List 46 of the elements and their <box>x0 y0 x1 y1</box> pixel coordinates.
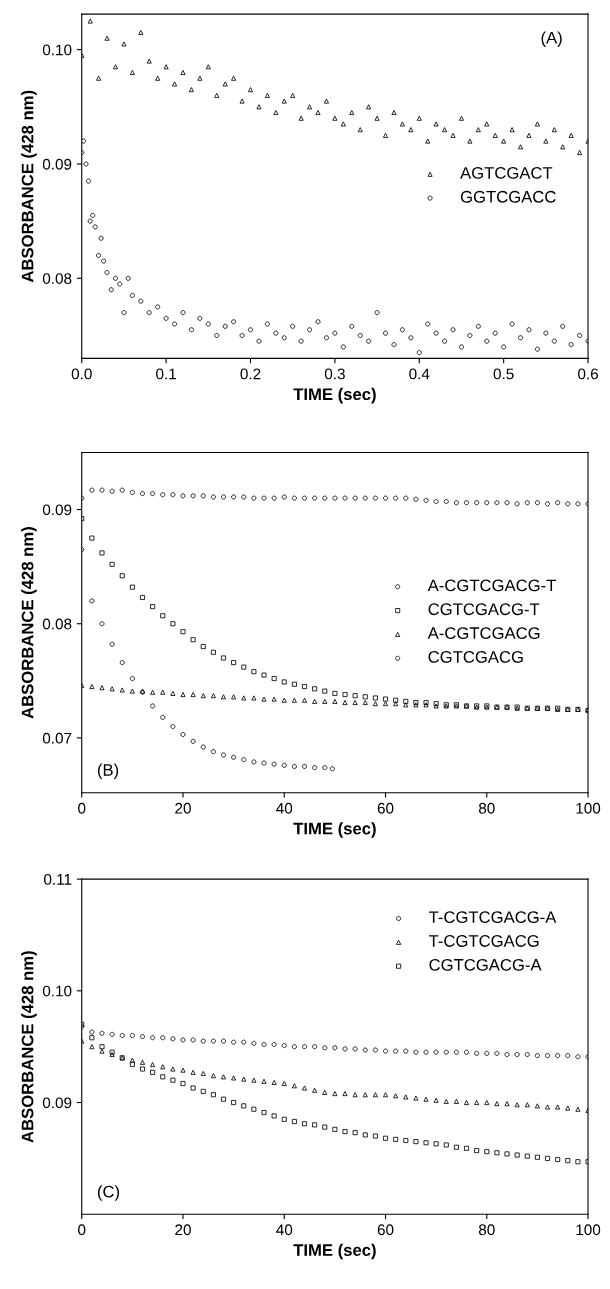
legend-label: T-CGTCGACG <box>428 935 539 947</box>
legend-label: GGTCGACC <box>460 190 556 203</box>
y-axis-title: ABSORBANCE (428 nm) <box>21 90 37 283</box>
annotation: (A) <box>541 31 562 47</box>
x-tick-label: 0.6 <box>578 368 598 380</box>
y-tick-label: 0.09 <box>42 504 72 516</box>
y-tick-label: 0.09 <box>42 1097 72 1109</box>
legend-label: A-CGTCGACG <box>427 627 540 639</box>
x-tick-label: 60 <box>377 1224 394 1236</box>
y-tick-label: 0.09 <box>42 158 72 170</box>
y-tick-label: 0.10 <box>42 985 72 997</box>
x-tick-label: 0.0 <box>71 368 92 380</box>
x-axis-title: TIME (sec) <box>293 822 376 838</box>
x-tick-label: 0.5 <box>493 368 514 380</box>
y-axis-title: ABSORBANCE (428 nm) <box>21 951 37 1143</box>
x-tick-label: 80 <box>478 802 495 814</box>
x-tick-label: 100 <box>576 1224 601 1236</box>
y-tick-label: 0.10 <box>42 44 72 56</box>
x-tick-label: 0.3 <box>324 368 345 380</box>
legend-label: CGTCGACG-A <box>429 958 542 971</box>
x-axis-title: TIME (sec) <box>293 1243 376 1260</box>
x-tick-label: 0.2 <box>240 368 261 380</box>
x-tick-label: 0 <box>78 802 86 814</box>
legend-label: CGTCGACG-T <box>428 603 540 616</box>
x-tick-label: 40 <box>276 802 293 814</box>
x-tick-label: 20 <box>175 1224 191 1236</box>
x-tick-label: 0 <box>78 1224 86 1236</box>
y-tick-label: 0.08 <box>42 273 72 284</box>
legend-label: A-CGTCGACG-T <box>427 579 556 592</box>
x-tick-label: 60 <box>377 802 394 814</box>
x-axis-title: TIME (sec) <box>293 387 376 404</box>
x-tick-label: 0.1 <box>156 368 176 380</box>
y-tick-label: 0.08 <box>42 618 72 630</box>
y-tick-label: 0.07 <box>42 732 72 744</box>
x-tick-label: 0.4 <box>409 368 430 380</box>
legend-label: T-CGTCGACG-A <box>428 911 557 924</box>
x-tick-label: 40 <box>276 1224 293 1236</box>
y-tick-label: 0.11 <box>44 873 72 885</box>
legend-label: CGTCGACG <box>428 651 523 663</box>
legend-label: AGTCGACT <box>460 167 553 179</box>
y-axis-title: ABSORBANCE (428 nm) <box>21 527 37 719</box>
x-tick-label: 80 <box>478 1224 495 1236</box>
annotation: (B) <box>97 763 119 780</box>
x-tick-label: 20 <box>175 802 191 814</box>
annotation: (C) <box>97 1185 120 1201</box>
x-tick-label: 100 <box>576 802 601 814</box>
